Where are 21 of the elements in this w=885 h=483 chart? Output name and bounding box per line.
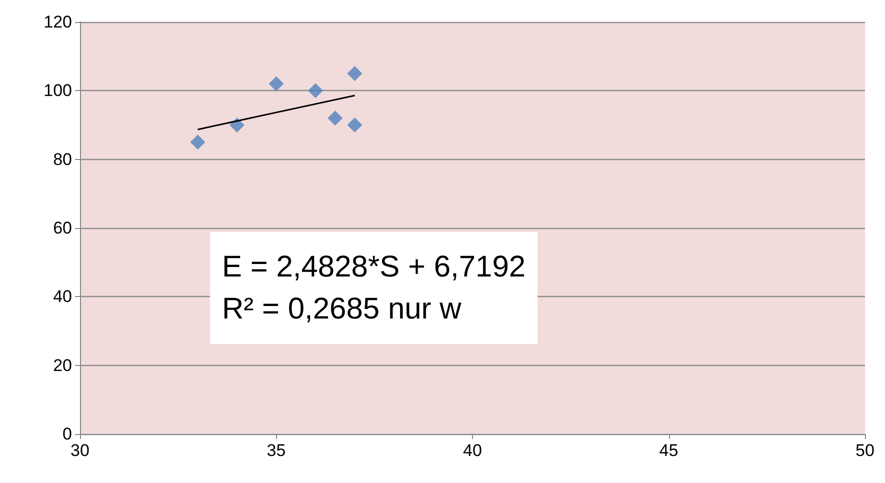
point xyxy=(190,134,206,150)
y-tick-label: 80 xyxy=(53,150,72,169)
point xyxy=(328,110,343,126)
y-tick-label: 40 xyxy=(53,287,72,306)
point xyxy=(347,66,362,81)
x-tick-label: 30 xyxy=(70,441,90,460)
point xyxy=(268,76,284,92)
point xyxy=(347,118,362,132)
x-tick-label: 40 xyxy=(463,441,482,460)
y-tick-label: 60 xyxy=(53,218,72,238)
x-tick-label: 50 xyxy=(856,441,874,460)
x-tick-label: 35 xyxy=(266,441,286,460)
annotation: R² = 0,2685 nur w xyxy=(222,292,462,326)
point xyxy=(308,83,323,98)
y-tick-label: 100 xyxy=(44,81,72,100)
annotation: E = 2,4828*S + 6,7192 xyxy=(222,250,526,284)
y-tick-label: 0 xyxy=(62,424,72,444)
x-tick-label: 45 xyxy=(659,441,678,460)
y-tick-label: 120 xyxy=(44,12,72,32)
point xyxy=(230,118,244,132)
y-tick-label: 20 xyxy=(53,356,72,375)
